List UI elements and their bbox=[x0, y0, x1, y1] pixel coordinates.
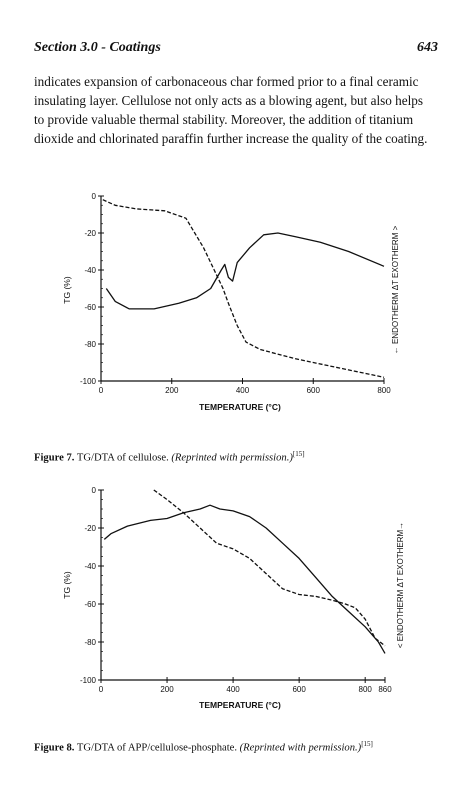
x-tick-label: 400 bbox=[236, 386, 250, 395]
series-dashed-line bbox=[102, 199, 385, 378]
figure-reference: [15] bbox=[292, 450, 305, 458]
paragraph-line: indicates expansion of carbonaceous char… bbox=[34, 74, 419, 89]
x-tick-label: 800 bbox=[359, 685, 373, 694]
delta-t-axis-label: ← ENDOTHERM ΔT EXOTHERM > bbox=[391, 225, 400, 354]
figure-permission: (Reprinted with permission.) bbox=[171, 452, 293, 464]
figure-7-caption: Figure 7. TG/DTA of cellulose. (Reprinte… bbox=[34, 450, 305, 464]
page-number: 643 bbox=[417, 40, 438, 55]
y-tick-label: -100 bbox=[80, 676, 97, 685]
x-tick-label: 800 bbox=[377, 386, 391, 395]
x-axis-label: TEMPERATURE (°C) bbox=[199, 700, 281, 710]
x-tick-label: 860 bbox=[378, 685, 392, 694]
y-axis-label: TG (%) bbox=[62, 276, 72, 304]
series-dashed-line bbox=[153, 489, 386, 647]
series-solid-line bbox=[103, 504, 386, 654]
x-tick-label: 0 bbox=[99, 685, 104, 694]
y-tick-label: -80 bbox=[84, 638, 96, 647]
section-title: Section 3.0 - Coatings bbox=[34, 40, 161, 55]
figure-reference: [15] bbox=[361, 740, 373, 748]
delta-t-axis-label: < ENDOTHERM ΔT EXOTHERM→ bbox=[396, 522, 405, 648]
figure-permission: (Reprinted with permission.) bbox=[239, 742, 362, 754]
y-tick-label: -60 bbox=[84, 600, 96, 609]
y-tick-label: -20 bbox=[84, 524, 96, 533]
y-axis-label: TG (%) bbox=[62, 571, 72, 599]
x-tick-label: 0 bbox=[99, 386, 104, 395]
figure-text: TG/DTA of cellulose. bbox=[76, 452, 169, 464]
series-solid-line bbox=[105, 232, 385, 310]
y-tick-label: -40 bbox=[84, 562, 96, 571]
x-tick-label: 600 bbox=[307, 386, 321, 395]
y-tick-label: -60 bbox=[84, 303, 96, 312]
figure-text: TG/DTA of APP/cellulose-phosphate. bbox=[76, 742, 237, 754]
y-tick-label: 0 bbox=[92, 192, 97, 201]
x-axis-label: TEMPERATURE (°C) bbox=[199, 402, 281, 412]
y-tick-label: -20 bbox=[84, 229, 96, 238]
figure-label: Figure 7. bbox=[34, 452, 75, 464]
body-paragraph: indicates expansion of carbonaceous char… bbox=[34, 72, 438, 148]
paragraph-line: dioxide and chlorinated paraffin further… bbox=[34, 131, 428, 146]
y-tick-label: -40 bbox=[84, 266, 96, 275]
paragraph-line: to provide valuable thermal stability. M… bbox=[34, 112, 414, 127]
y-tick-label: -100 bbox=[80, 377, 97, 386]
figure-label: Figure 8. bbox=[34, 742, 75, 754]
y-tick-label: -80 bbox=[84, 340, 96, 349]
x-tick-label: 200 bbox=[165, 386, 179, 395]
x-tick-label: 400 bbox=[226, 685, 240, 694]
y-tick-label: 0 bbox=[92, 486, 97, 495]
x-tick-label: 600 bbox=[292, 685, 306, 694]
x-tick-label: 200 bbox=[160, 685, 174, 694]
figure-8-caption: Figure 8. TG/DTA of APP/cellulose-phosph… bbox=[34, 740, 373, 754]
paragraph-line: insulating layer. Cellulose not only act… bbox=[34, 93, 423, 108]
running-header: Section 3.0 - Coatings 643 bbox=[34, 40, 438, 60]
